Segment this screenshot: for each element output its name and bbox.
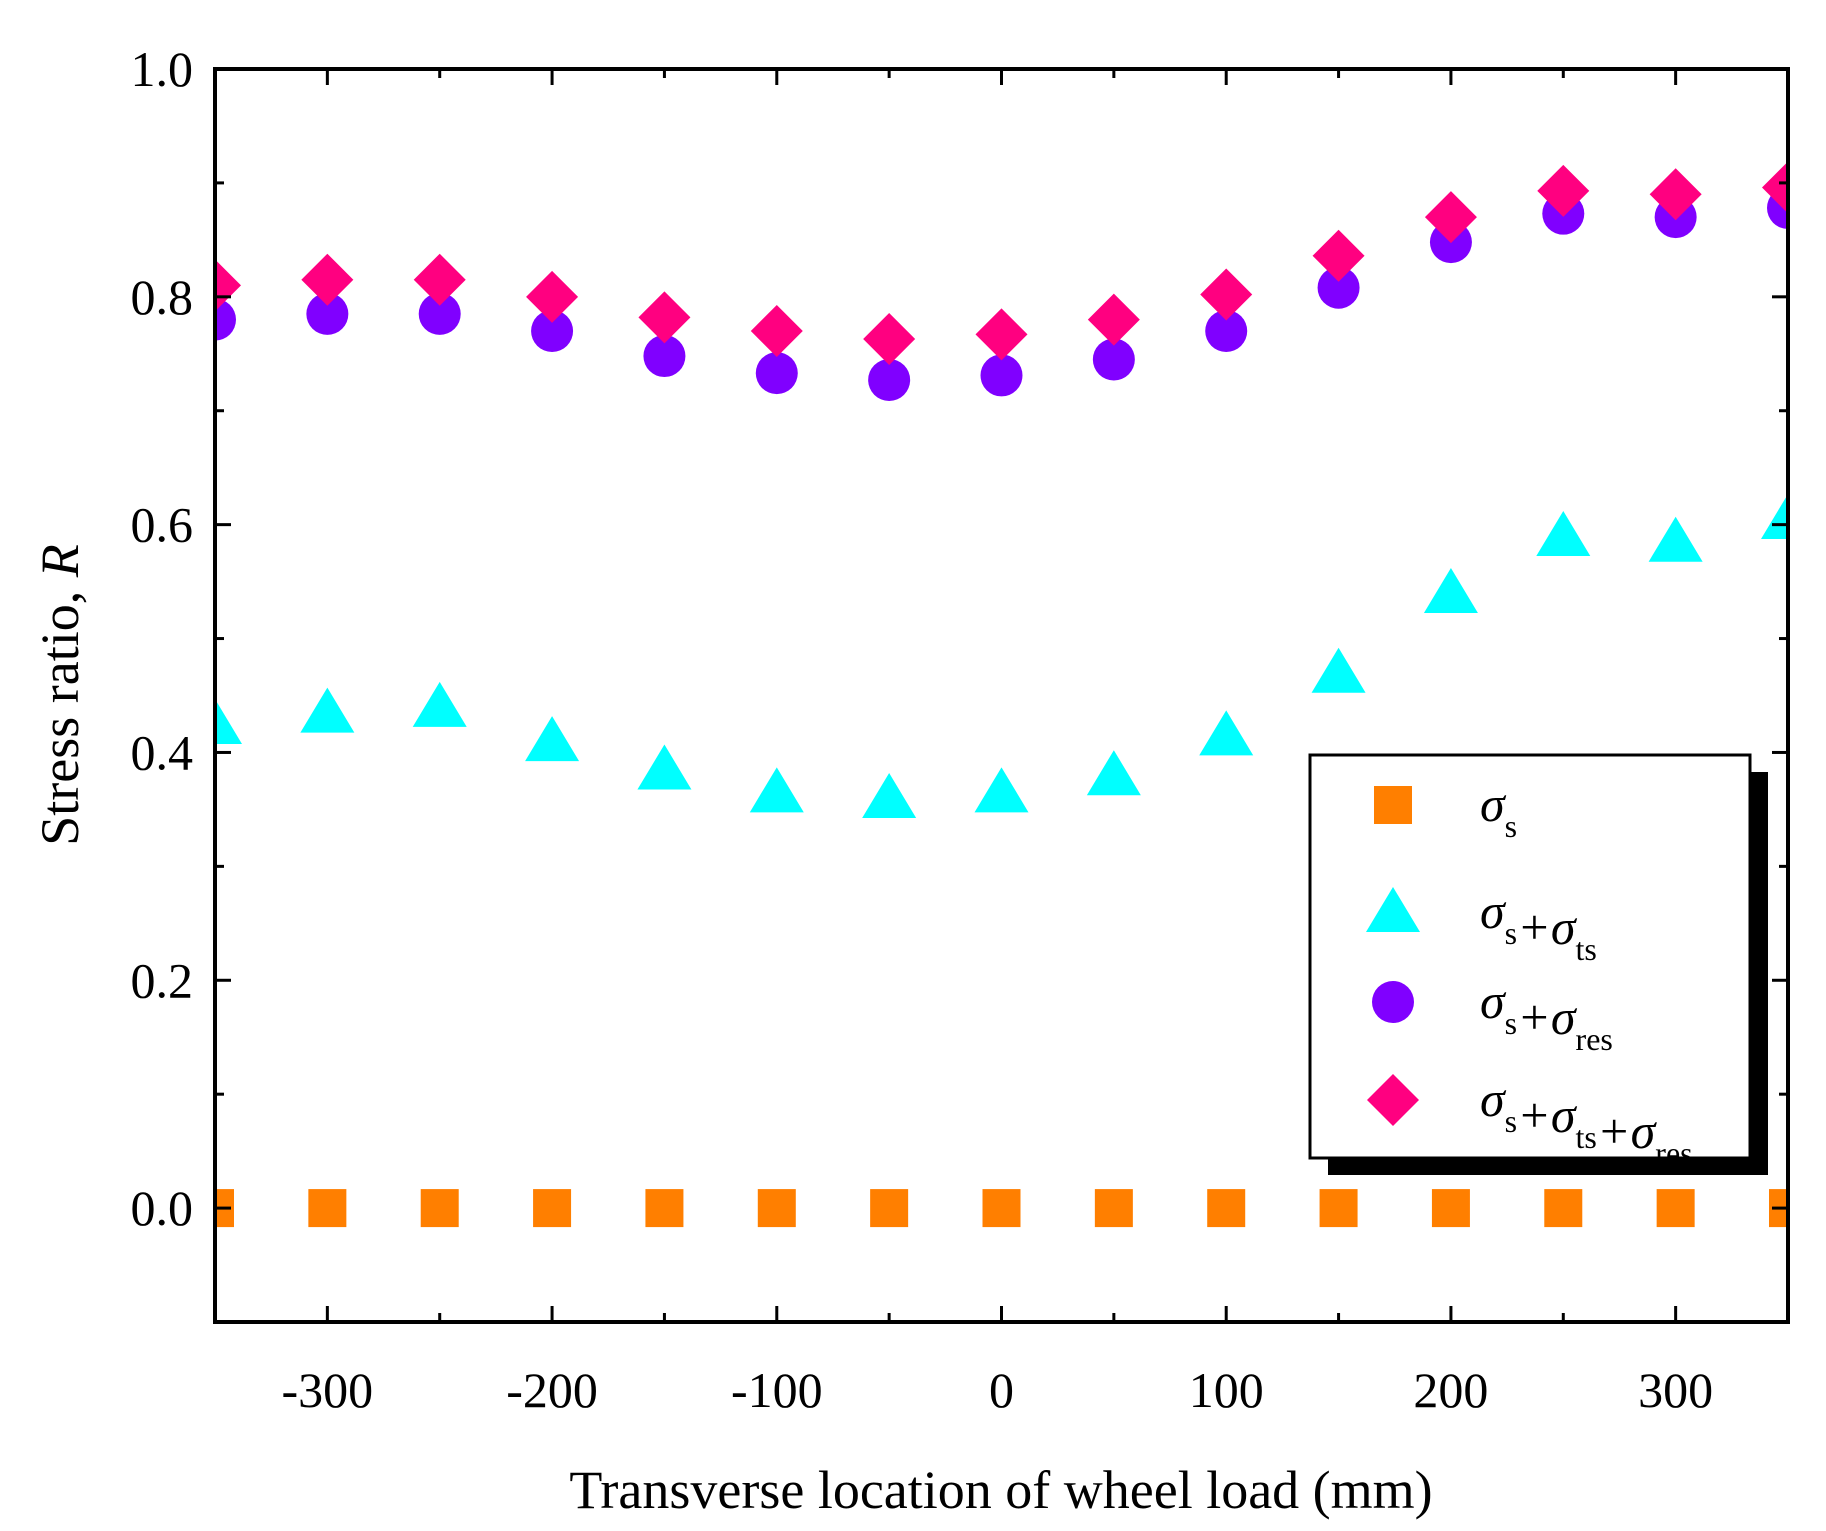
y-axis-title: Stress ratio, R [30, 544, 90, 845]
series-2-point [1761, 493, 1788, 539]
series-1-point [1656, 1189, 1695, 1228]
y-tick-label: 1.0 [131, 41, 194, 97]
legend-label-4: σs+σts+σres [1480, 1071, 1693, 1171]
series-4-point [1762, 161, 1788, 214]
y-axis-title-text: Stress ratio, [30, 577, 90, 845]
series-2-point [1086, 750, 1141, 796]
series-4-point [413, 253, 466, 306]
y-tick-label: 0.8 [131, 269, 194, 325]
legend-label-3: σs+σres [1480, 973, 1613, 1057]
y-tick-label: 0.4 [131, 724, 194, 780]
series-4-point [638, 291, 691, 344]
y-tick-label: 0.0 [131, 1180, 194, 1236]
series-3-point [868, 358, 911, 401]
series-4-point [1537, 164, 1590, 217]
series-3-point [306, 292, 349, 335]
plot-marks [215, 161, 1788, 1228]
series-3-point [980, 354, 1023, 397]
series-4-point [215, 259, 241, 312]
series-2-point [525, 716, 580, 762]
series-4-point [1087, 293, 1140, 346]
series-2-point [974, 767, 1029, 813]
series-1-point [1207, 1189, 1246, 1228]
series-4-point [750, 304, 803, 357]
x-tick-label: -200 [506, 1362, 598, 1418]
series-4-point [526, 270, 579, 323]
series-3-point [215, 298, 236, 341]
series-2-point [215, 698, 242, 744]
series-2-point [862, 773, 917, 819]
series-3-point [1205, 309, 1248, 352]
series-1-point [870, 1189, 909, 1228]
legend-marker-1 [1374, 786, 1412, 824]
series-2-point [637, 744, 692, 790]
series-2-point [1536, 511, 1591, 557]
series-1-point [757, 1189, 796, 1228]
x-tick-label: 0 [989, 1362, 1014, 1418]
series-3-point [1317, 266, 1360, 309]
x-tick-label: 100 [1189, 1362, 1264, 1418]
y-axis: 0.0 0.2 0.4 0.6 0.8 1.0 [131, 41, 1788, 1324]
legend-marker-4 [1367, 1074, 1419, 1126]
series-4-point [975, 308, 1028, 361]
series-1-point [1094, 1189, 1133, 1228]
legend-label-2: σs+σts [1480, 883, 1597, 967]
series-3-point [531, 309, 574, 352]
series-4-point [1649, 168, 1702, 221]
y-tick-label: 0.6 [131, 497, 194, 553]
x-tick-label: 200 [1413, 1362, 1488, 1418]
series-2-point [1311, 647, 1366, 693]
series-1-point [1544, 1189, 1583, 1228]
series-1-point [645, 1189, 684, 1228]
legend-label-1: σs [1480, 776, 1517, 844]
series-3-point [643, 335, 686, 378]
series-4-point [863, 312, 916, 365]
series-3-point [755, 352, 798, 395]
series-1-point [982, 1189, 1021, 1228]
series-3-point [1092, 338, 1135, 381]
series-1-point [420, 1189, 459, 1228]
series-1-point [308, 1189, 347, 1228]
x-axis-title: Transverse location of wheel load (mm) [569, 1460, 1432, 1520]
x-tick-label: 300 [1638, 1362, 1713, 1418]
series-1-point [1319, 1189, 1358, 1228]
series-4-point [1200, 268, 1253, 321]
series-4-point [301, 253, 354, 306]
series-2-point [1199, 710, 1254, 756]
legend-marker-3 [1372, 981, 1414, 1023]
y-tick-label: 0.2 [131, 952, 194, 1008]
series-3-point [418, 292, 461, 335]
x-tick-label: -100 [731, 1362, 823, 1418]
series-4-point [1312, 229, 1365, 282]
series-4-point [1424, 191, 1477, 244]
series-2-point [300, 687, 355, 733]
series-1-point [1431, 1189, 1470, 1228]
series-1-point [533, 1189, 572, 1228]
series-2-point [1423, 567, 1478, 613]
legend-marker-2 [1366, 887, 1420, 932]
series-2-point [1648, 516, 1703, 562]
series-2-point [749, 767, 804, 813]
y-axis-title-variable: R [30, 544, 90, 578]
x-axis: -300 -200 -100 0 100 200 300 [213, 69, 1790, 1418]
series-2-point [412, 681, 467, 727]
x-tick-label: -300 [282, 1362, 374, 1418]
